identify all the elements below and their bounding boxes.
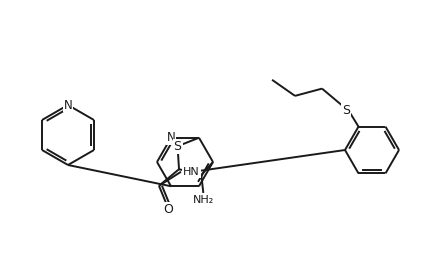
Text: O: O — [163, 203, 173, 216]
Text: N: N — [166, 131, 175, 144]
Text: S: S — [173, 140, 181, 153]
Text: NH₂: NH₂ — [192, 195, 213, 205]
Text: HN: HN — [183, 167, 199, 177]
Text: S: S — [342, 104, 350, 117]
Text: N: N — [63, 98, 72, 112]
